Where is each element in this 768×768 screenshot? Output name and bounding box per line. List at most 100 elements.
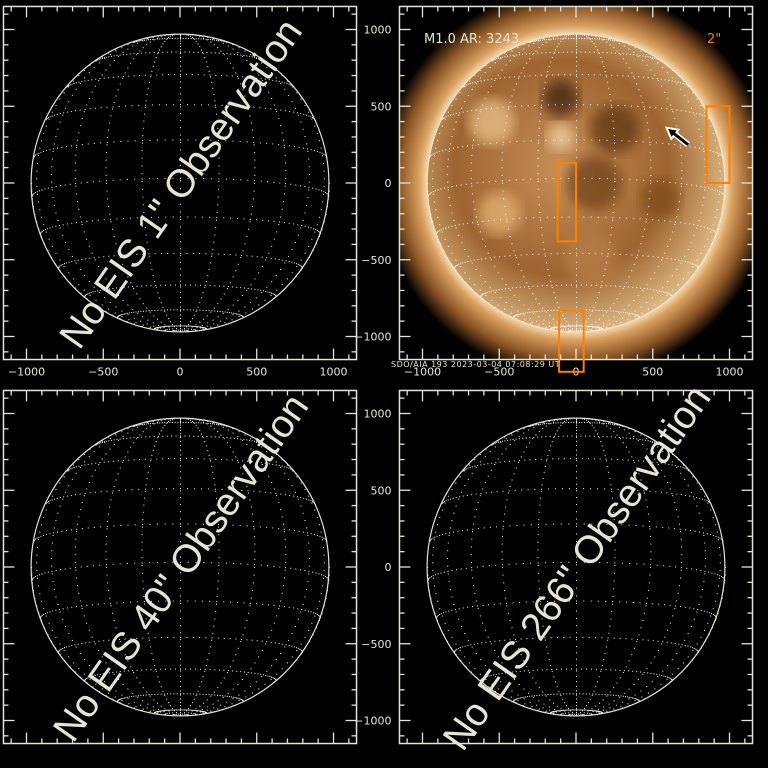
grid-dot <box>714 230 716 232</box>
grid-dot <box>622 317 624 319</box>
grid-dot <box>606 41 608 43</box>
grid-dot <box>512 602 514 604</box>
grid-dot <box>163 309 165 311</box>
grid-dot <box>87 79 89 81</box>
grid-dot <box>280 509 282 511</box>
grid-dot <box>711 613 713 615</box>
grid-dot <box>40 615 42 617</box>
grid-dot <box>33 156 35 158</box>
grid-dot <box>275 461 277 463</box>
grid-dot <box>148 637 150 639</box>
grid-dot <box>281 459 283 461</box>
grid-dot <box>174 458 176 460</box>
grid-dot <box>232 660 234 662</box>
grid-dot <box>430 192 432 194</box>
grid-dot <box>145 100 147 102</box>
grid-dot <box>474 75 476 77</box>
grid-dot <box>180 523 181 525</box>
grid-dot <box>174 325 176 327</box>
grid-dot <box>144 603 146 605</box>
grid-dot <box>119 179 121 181</box>
grid-dot <box>533 436 535 438</box>
grid-dot <box>187 712 189 714</box>
grid-dot <box>161 710 163 712</box>
plot-area <box>30 33 330 333</box>
grid-dot <box>165 104 167 106</box>
grid-dot <box>144 490 146 492</box>
grid-dot <box>286 278 288 280</box>
grid-dot <box>537 709 539 711</box>
grid-dot <box>225 140 227 142</box>
grid-dot <box>242 634 244 636</box>
grid-dot <box>491 491 493 493</box>
grid-dot <box>434 190 436 192</box>
grid-dot <box>552 422 554 424</box>
grid-dot <box>595 46 597 48</box>
grid-dot <box>479 231 481 233</box>
grid-dot <box>556 253 558 255</box>
grid-dot <box>258 57 260 59</box>
grid-dot <box>79 600 81 602</box>
grid-dot <box>154 281 156 283</box>
grid-dot <box>677 81 679 83</box>
grid-dot <box>49 149 51 151</box>
grid-dot <box>134 178 136 180</box>
grid-dot <box>561 668 563 670</box>
grid-dot <box>633 54 635 56</box>
grid-dot <box>200 433 202 435</box>
grid-dot <box>65 626 67 628</box>
grid-dot <box>180 141 181 143</box>
grid-dot <box>519 217 521 219</box>
grid-dot <box>52 534 54 536</box>
grid-dot <box>118 55 120 57</box>
grid-dot <box>154 445 156 447</box>
grid-dot <box>148 310 150 312</box>
grid-dot <box>576 693 577 695</box>
grid-dot <box>180 710 181 712</box>
grid-dot <box>185 37 187 39</box>
solar-feature <box>589 104 639 154</box>
grid-dot <box>43 132 45 134</box>
grid-dot <box>622 437 624 439</box>
grid-dot <box>57 147 59 149</box>
grid-dot <box>587 326 589 328</box>
grid-dot <box>170 705 172 707</box>
grid-dot <box>453 531 455 533</box>
grid-dot <box>199 705 201 707</box>
grid-dot <box>71 529 73 531</box>
grid-dot <box>670 258 672 260</box>
grid-dot <box>76 144 78 146</box>
grid-dot <box>209 646 211 648</box>
grid-dot <box>108 206 110 208</box>
grid-dot <box>120 314 122 316</box>
grid-dot <box>219 310 221 312</box>
grid-dot <box>439 224 441 226</box>
grid-dot <box>592 326 594 328</box>
grid-dot <box>517 310 519 312</box>
grid-dot <box>112 179 114 181</box>
grid-dot <box>204 441 206 443</box>
grid-dot <box>318 140 320 142</box>
grid-dot <box>217 524 219 526</box>
grid-dot <box>546 326 548 328</box>
grid-dot <box>605 285 607 287</box>
grid-dot <box>146 44 148 46</box>
grid-dot <box>149 523 151 525</box>
grid-dot <box>68 261 70 263</box>
grid-dot <box>477 605 479 607</box>
grid-dot <box>162 458 164 460</box>
grid-dot <box>218 181 220 183</box>
grid-dot <box>297 647 299 649</box>
grid-dot <box>276 615 278 617</box>
grid-dot <box>550 61 552 63</box>
grid-dot <box>534 424 536 426</box>
grid-dot <box>686 84 688 86</box>
grid-dot <box>51 245 53 247</box>
grid-dot <box>161 38 163 40</box>
grid-dot <box>150 710 152 712</box>
grid-dot <box>166 435 168 437</box>
grid-dot <box>158 600 160 602</box>
grid-dot <box>554 216 556 218</box>
grid-dot <box>75 183 77 185</box>
grid-dot <box>528 670 530 672</box>
